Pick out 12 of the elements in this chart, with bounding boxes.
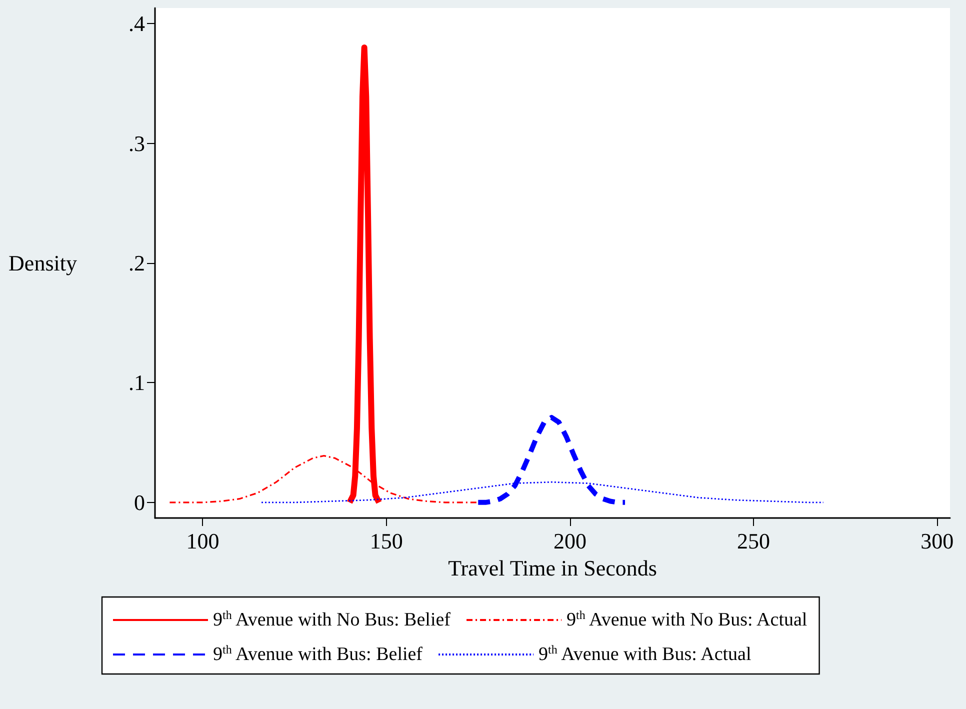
y-tick-label: .3 bbox=[128, 130, 145, 156]
y-axis-title: Density bbox=[8, 250, 77, 276]
x-tick-label: 150 bbox=[370, 528, 403, 554]
x-tick-label: 300 bbox=[920, 528, 954, 554]
x-axis-title: Travel Time in Seconds bbox=[448, 555, 657, 580]
x-tick-label: 100 bbox=[186, 528, 220, 554]
x-tick-label: 200 bbox=[553, 528, 586, 554]
y-tick-label: .4 bbox=[128, 11, 145, 36]
y-tick-label: .2 bbox=[128, 250, 145, 276]
x-tick-label: 250 bbox=[737, 528, 770, 554]
y-tick-label: .1 bbox=[128, 370, 145, 396]
y-tick-label: 0 bbox=[134, 490, 145, 515]
